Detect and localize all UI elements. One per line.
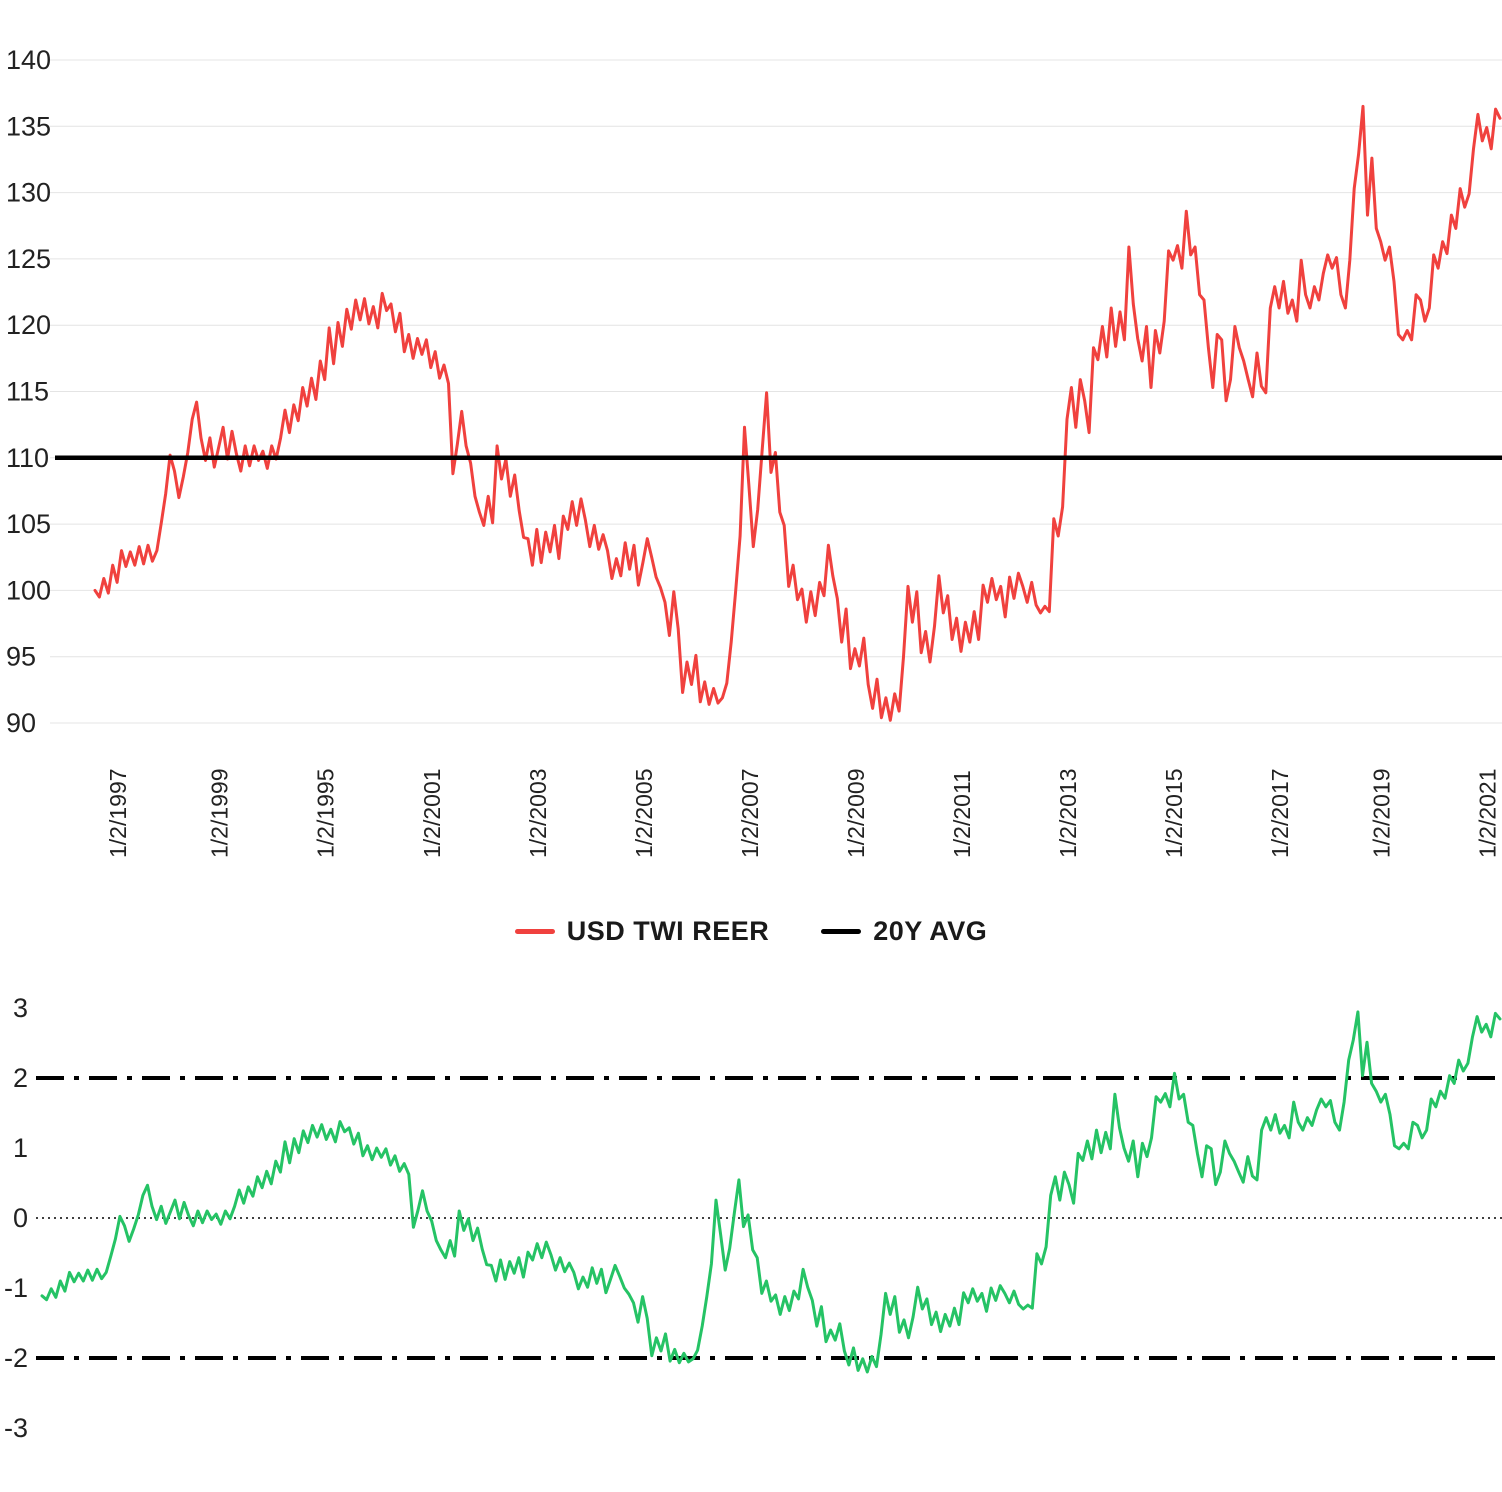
svg-text:1/2/1995: 1/2/1995 [313, 768, 339, 858]
svg-text:1/2/1999: 1/2/1999 [207, 768, 233, 858]
svg-text:95: 95 [6, 642, 36, 672]
svg-text:2: 2 [13, 1063, 28, 1093]
svg-text:1/2/2007: 1/2/2007 [737, 768, 763, 858]
svg-text:1/2/2021: 1/2/2021 [1475, 768, 1501, 858]
svg-text:130: 130 [6, 178, 51, 208]
svg-text:1/2/2009: 1/2/2009 [843, 768, 869, 858]
bottom-chart-zscore: 3 2 1 0 -1 -2 -3 [4, 993, 1502, 1443]
svg-text:-3: -3 [4, 1413, 28, 1443]
top-x-axis-labels: 1/2/1997 1/2/1999 1/2/1995 1/2/2001 1/2/2003… [105, 768, 1501, 858]
svg-text:1/2/2003: 1/2/2003 [525, 768, 551, 858]
svg-text:115: 115 [6, 377, 49, 407]
reference-lines [36, 1076, 1502, 1360]
svg-text:110: 110 [6, 443, 49, 473]
svg-text:1/2/2013: 1/2/2013 [1055, 768, 1081, 858]
legend-item-usd-twi-reer: USD TWI REER [514, 916, 770, 947]
svg-text:1/2/1997: 1/2/1997 [105, 768, 131, 858]
svg-text:105: 105 [6, 509, 51, 539]
usd-twi-reer-swatch [514, 929, 555, 934]
svg-text:1/2/2015: 1/2/2015 [1161, 768, 1187, 858]
zscore-line [40, 1010, 1502, 1374]
svg-text:1/2/2017: 1/2/2017 [1267, 768, 1293, 858]
svg-text:90: 90 [6, 708, 36, 738]
legend-item-20y-avg: 20Y AVG [821, 916, 987, 947]
svg-text:120: 120 [6, 310, 51, 340]
bottom-y-axis-labels: 3 2 1 0 -1 -2 -3 [4, 993, 28, 1443]
svg-text:100: 100 [6, 575, 51, 605]
legend: USD TWI REER 20Y AVG [0, 916, 1502, 947]
svg-text:1: 1 [13, 1133, 28, 1163]
svg-text:135: 135 [6, 111, 51, 141]
20y-avg-swatch [821, 929, 862, 934]
svg-text:1/2/2005: 1/2/2005 [631, 768, 657, 858]
20y-avg-legend-label: 20Y AVG [873, 916, 988, 946]
svg-text:-1: -1 [4, 1273, 28, 1303]
usd-twi-reer-legend-label: USD TWI REER [566, 916, 770, 946]
usd-twi-reer-line [93, 104, 1502, 722]
svg-text:1/2/2019: 1/2/2019 [1369, 768, 1395, 858]
svg-text:1/2/2011: 1/2/2011 [949, 770, 975, 858]
svg-text:3: 3 [13, 993, 28, 1023]
svg-text:0: 0 [13, 1203, 28, 1233]
svg-text:125: 125 [6, 244, 51, 274]
top-gridlines [50, 59, 1502, 724]
svg-text:140: 140 [6, 45, 51, 75]
top-y-axis-labels: 90 95 100 105 110 115 120 125 130 135 140 [6, 45, 51, 738]
svg-text:1/2/2001: 1/2/2001 [419, 768, 445, 858]
svg-text:-2: -2 [4, 1343, 28, 1373]
